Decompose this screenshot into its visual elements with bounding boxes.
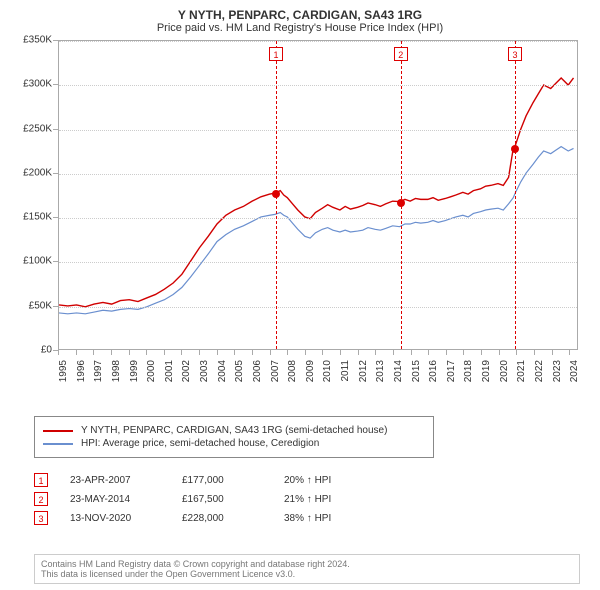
event-row: 2 23-MAY-2014 £167,500 21% ↑ HPI: [34, 492, 331, 506]
x-axis-label: 2015: [411, 360, 422, 382]
x-axis-label: 2024: [569, 360, 580, 382]
x-axis-label: 2000: [146, 360, 157, 382]
event-number-box: 2: [34, 492, 48, 506]
event-date: 13-NOV-2020: [70, 513, 160, 524]
y-axis-label: £300K: [23, 79, 52, 90]
event-marker-box: 1: [269, 47, 283, 61]
x-axis-label: 1995: [58, 360, 69, 382]
x-axis-label: 2008: [287, 360, 298, 382]
event-number-box: 3: [34, 511, 48, 525]
legend-swatch: [43, 443, 73, 445]
sale-marker-dot: [272, 190, 280, 198]
event-number-box: 1: [34, 473, 48, 487]
x-axis-label: 2021: [516, 360, 527, 382]
x-axis-label: 1997: [93, 360, 104, 382]
sale-events-table: 1 23-APR-2007 £177,000 20% ↑ HPI 2 23-MAY-201…: [34, 468, 331, 530]
x-axis-label: 2004: [217, 360, 228, 382]
x-axis-label: 2006: [252, 360, 263, 382]
x-axis-label: 2011: [340, 360, 351, 382]
x-axis-label: 2003: [199, 360, 210, 382]
y-axis-label: £50K: [29, 300, 52, 311]
x-axis-label: 2018: [463, 360, 474, 382]
legend-row: HPI: Average price, semi-detached house,…: [43, 438, 425, 449]
event-row: 3 13-NOV-2020 £228,000 38% ↑ HPI: [34, 511, 331, 525]
event-price: £167,500: [182, 494, 262, 505]
chart-subtitle: Price paid vs. HM Land Registry's House …: [0, 22, 600, 40]
x-axis-label: 2001: [164, 360, 175, 382]
x-axis-label: 1996: [76, 360, 87, 382]
x-axis-label: 2009: [305, 360, 316, 382]
line-series: [59, 41, 577, 349]
y-axis-label: £150K: [23, 212, 52, 223]
x-axis-label: 2022: [534, 360, 545, 382]
event-delta: 20% ↑ HPI: [284, 475, 331, 486]
event-row: 1 23-APR-2007 £177,000 20% ↑ HPI: [34, 473, 331, 487]
x-axis-label: 2012: [358, 360, 369, 382]
x-axis-label: 1999: [129, 360, 140, 382]
event-vline: [515, 41, 516, 349]
event-date: 23-APR-2007: [70, 475, 160, 486]
event-marker-box: 2: [394, 47, 408, 61]
legend-label: HPI: Average price, semi-detached house,…: [81, 438, 319, 449]
chart-title: Y NYTH, PENPARC, CARDIGAN, SA43 1RG: [0, 0, 600, 22]
attribution-line: This data is licensed under the Open Gov…: [41, 569, 573, 579]
series-line: [59, 78, 574, 307]
sale-marker-dot: [511, 145, 519, 153]
legend-box: Y NYTH, PENPARC, CARDIGAN, SA43 1RG (sem…: [34, 416, 434, 458]
event-vline: [401, 41, 402, 349]
attribution-footer: Contains HM Land Registry data © Crown c…: [34, 554, 580, 584]
x-axis-label: 2007: [270, 360, 281, 382]
y-axis-label: £200K: [23, 167, 52, 178]
legend-swatch: [43, 430, 73, 432]
y-axis-label: £350K: [23, 35, 52, 46]
x-axis-label: 1998: [111, 360, 122, 382]
event-price: £177,000: [182, 475, 262, 486]
x-axis-label: 2005: [234, 360, 245, 382]
chart-area: £0£50K£100K£150K£200K£250K£300K£350K 123…: [0, 40, 600, 410]
plot-area: 1 2 3: [58, 40, 578, 350]
x-axis-label: 2019: [481, 360, 492, 382]
x-axis-label: 2016: [428, 360, 439, 382]
x-axis-label: 2023: [552, 360, 563, 382]
x-axis-label: 2013: [375, 360, 386, 382]
sale-marker-dot: [397, 199, 405, 207]
x-axis-labels: 1995 1996 1997 1998 1999 2000 2001 2002 2003 2004…: [58, 354, 578, 404]
y-axis-labels: £0£50K£100K£150K£200K£250K£300K£350K: [0, 40, 56, 350]
event-price: £228,000: [182, 513, 262, 524]
x-axis-label: 2017: [446, 360, 457, 382]
event-delta: 38% ↑ HPI: [284, 513, 331, 524]
x-axis-label: 2020: [499, 360, 510, 382]
series-line: [59, 147, 574, 314]
attribution-line: Contains HM Land Registry data © Crown c…: [41, 559, 573, 569]
y-axis-label: £0: [41, 345, 52, 356]
legend-row: Y NYTH, PENPARC, CARDIGAN, SA43 1RG (sem…: [43, 425, 425, 436]
x-axis-label: 2002: [181, 360, 192, 382]
event-date: 23-MAY-2014: [70, 494, 160, 505]
legend-label: Y NYTH, PENPARC, CARDIGAN, SA43 1RG (sem…: [81, 425, 387, 436]
event-delta: 21% ↑ HPI: [284, 494, 331, 505]
y-axis-label: £100K: [23, 256, 52, 267]
x-axis-label: 2014: [393, 360, 404, 382]
y-axis-label: £250K: [23, 123, 52, 134]
event-marker-box: 3: [508, 47, 522, 61]
x-axis-label: 2010: [322, 360, 333, 382]
